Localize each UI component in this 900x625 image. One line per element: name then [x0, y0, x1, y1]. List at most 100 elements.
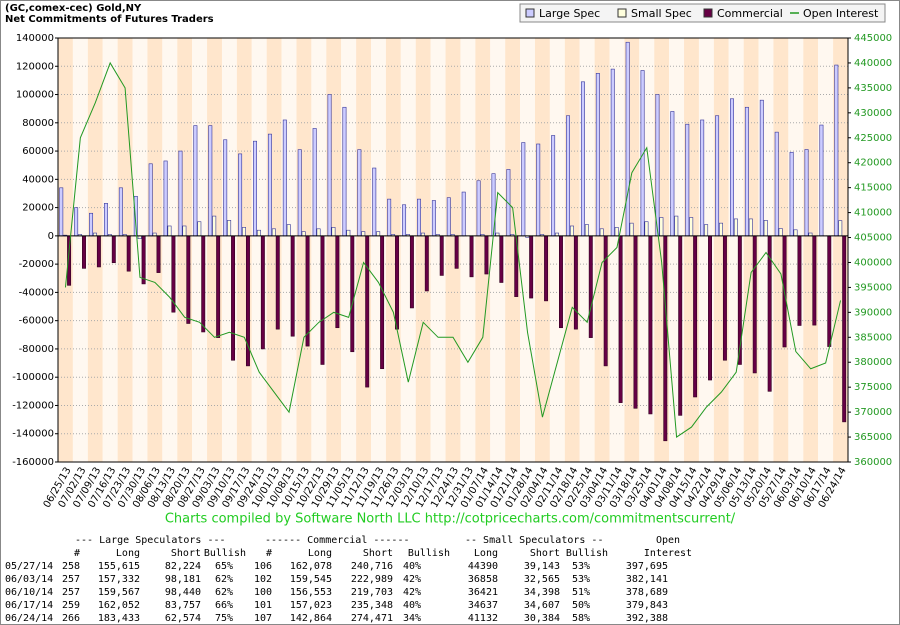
- bar: [804, 149, 809, 237]
- chart-title: (GC,comex-cec) Gold,NY: [5, 3, 142, 14]
- credit: Charts compiled by Software North LLC ht…: [165, 512, 736, 527]
- bar: [167, 225, 172, 237]
- y2-tick-label: 410000: [854, 208, 892, 219]
- legend-swatch: [525, 8, 535, 18]
- y2-tick-label: 440000: [854, 58, 892, 69]
- bar: [182, 225, 187, 237]
- table-cell: 65%: [215, 561, 233, 572]
- bar: [327, 94, 332, 237]
- table-cell: 66%: [215, 600, 233, 611]
- legend-box: [519, 3, 886, 23]
- bar: [59, 187, 64, 237]
- bar: [312, 128, 317, 237]
- band: [72, 38, 88, 462]
- band: [385, 38, 401, 462]
- bar: [271, 228, 276, 237]
- table-cell: 36421: [468, 587, 498, 598]
- y-tick-label: 100000: [16, 90, 54, 101]
- table-cell: 62,574: [165, 613, 201, 624]
- table-column-header: Long: [474, 548, 498, 559]
- table-cell: 75%: [215, 613, 233, 624]
- table-cell: 157,332: [98, 574, 140, 585]
- bar: [357, 149, 362, 237]
- chart-subtitle: Net Commitments of Futures Traders: [5, 14, 214, 25]
- y-tick-label: -160000: [12, 457, 54, 468]
- table-cell: 102: [254, 574, 272, 585]
- y2-tick-label: 365000: [854, 432, 892, 443]
- bar: [454, 235, 459, 269]
- bar: [387, 198, 392, 237]
- table-cell: 379,843: [626, 600, 668, 611]
- bar: [588, 235, 593, 338]
- table-column-header: #: [74, 548, 80, 559]
- bar: [74, 207, 79, 237]
- bar: [267, 133, 272, 237]
- table-cell: 392,388: [626, 613, 668, 624]
- table-cell: 162,052: [98, 600, 140, 611]
- bar: [704, 224, 709, 237]
- band: [147, 38, 163, 462]
- y-tick-label: 80000: [22, 118, 54, 129]
- bar: [708, 235, 712, 381]
- band: [415, 38, 431, 462]
- table-cell: 83,757: [165, 600, 201, 611]
- bar: [193, 125, 198, 237]
- table-cell: 42%: [403, 587, 421, 598]
- bar: [625, 41, 630, 237]
- bar: [536, 143, 541, 237]
- bar: [569, 225, 574, 237]
- y-tick-label: -20000: [19, 259, 54, 270]
- bar: [409, 235, 414, 309]
- bar: [238, 153, 243, 237]
- bar: [260, 235, 265, 350]
- y2-tick-label: 420000: [854, 158, 892, 169]
- y2-tick-label: 425000: [854, 133, 892, 144]
- table-column-header: Bullish: [408, 548, 450, 559]
- bar: [484, 235, 489, 275]
- bar: [461, 191, 466, 237]
- bar: [212, 215, 217, 237]
- bar: [599, 228, 604, 237]
- table-cell: 159,545: [290, 574, 332, 585]
- y-tick-label: -140000: [12, 429, 54, 440]
- y2-tick-label: 395000: [854, 282, 892, 293]
- table-cell: 183,433: [98, 613, 140, 624]
- y2-tick-label: 445000: [854, 33, 892, 44]
- bar: [748, 218, 753, 237]
- y-tick-label: 40000: [22, 174, 54, 185]
- table-group-header: -- Small Speculators --: [465, 535, 603, 546]
- table-cell: 106: [254, 561, 272, 572]
- bar: [96, 235, 101, 268]
- bar: [282, 119, 287, 237]
- bar: [402, 204, 407, 237]
- table-cell: 258: [62, 561, 80, 572]
- table-cell: 107: [254, 613, 272, 624]
- plot-background: [58, 38, 848, 462]
- bar: [733, 218, 738, 237]
- table-cell: 222,989: [351, 574, 393, 585]
- y-tick-label: 140000: [16, 33, 54, 44]
- bar: [763, 220, 768, 237]
- table-cell: 44390: [468, 561, 498, 572]
- table-cell: 39,143: [524, 561, 560, 572]
- table-cell: 06/03/14: [5, 574, 53, 585]
- bar: [186, 235, 191, 324]
- band: [803, 38, 819, 462]
- bar: [316, 228, 321, 237]
- table-cell: 58%: [572, 613, 590, 624]
- table-column-header: Bullish: [566, 548, 608, 559]
- table-cell: 82,224: [165, 561, 201, 572]
- table-cell: 32,565: [524, 574, 560, 585]
- bar: [842, 235, 847, 423]
- table-cell: 257: [62, 574, 80, 585]
- y-tick-label: 60000: [22, 146, 54, 157]
- bar: [286, 224, 291, 237]
- table-column-header: Bullish: [204, 548, 246, 559]
- bar: [678, 235, 683, 416]
- y2-tick-label: 370000: [854, 407, 892, 418]
- table-group-header: ------ Commercial ------: [265, 535, 410, 546]
- table-cell: 53%: [572, 561, 590, 572]
- plot-border: [57, 37, 849, 463]
- bar: [346, 229, 351, 237]
